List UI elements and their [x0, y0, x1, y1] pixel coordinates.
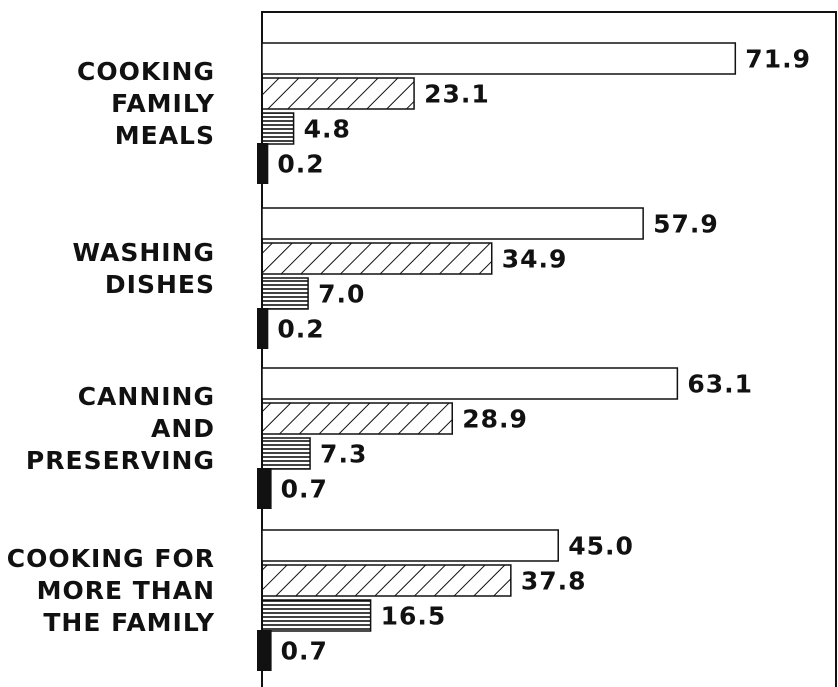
bar — [261, 242, 493, 275]
value-label: 34.9 — [502, 245, 568, 274]
category-label: CANNING — [78, 382, 215, 411]
category-label: FAMILY — [111, 89, 215, 118]
bar — [261, 564, 512, 597]
bar — [257, 143, 269, 184]
bar — [261, 367, 679, 400]
value-label: 63.1 — [687, 370, 753, 399]
category-label: PRESERVING — [26, 446, 215, 475]
value-label: 37.8 — [521, 567, 587, 596]
category-label: COOKING FOR — [7, 544, 215, 573]
category-label: WASHING — [73, 238, 215, 267]
category-label: COOKING — [77, 57, 215, 86]
value-label: 7.3 — [320, 440, 367, 469]
category-label: THE FAMILY — [43, 608, 215, 637]
value-label: 0.2 — [277, 150, 324, 179]
value-label: 0.2 — [277, 315, 324, 344]
frame — [261, 11, 837, 687]
bar — [261, 42, 737, 75]
category-label: DISHES — [105, 270, 215, 299]
value-label: 28.9 — [462, 405, 528, 434]
bar — [261, 112, 295, 145]
category-label: AND — [151, 414, 215, 443]
bar — [257, 308, 269, 349]
value-label: 0.7 — [281, 475, 328, 504]
value-label: 57.9 — [653, 210, 719, 239]
value-label: 0.7 — [281, 637, 328, 666]
bar — [257, 630, 272, 671]
value-label: 23.1 — [424, 80, 490, 109]
value-label: 16.5 — [381, 602, 447, 631]
value-label: 71.9 — [745, 45, 811, 74]
category-label: MORE THAN — [37, 576, 215, 605]
bar — [261, 599, 372, 632]
bar — [261, 207, 644, 240]
bar — [261, 77, 415, 110]
value-label: 45.0 — [568, 532, 634, 561]
bar — [261, 277, 309, 310]
value-label: 7.0 — [318, 280, 365, 309]
value-label: 4.8 — [304, 115, 351, 144]
bar — [261, 402, 453, 435]
category-label: MEALS — [115, 121, 215, 150]
bar — [257, 468, 272, 509]
bar — [261, 529, 559, 562]
bar — [261, 437, 311, 470]
